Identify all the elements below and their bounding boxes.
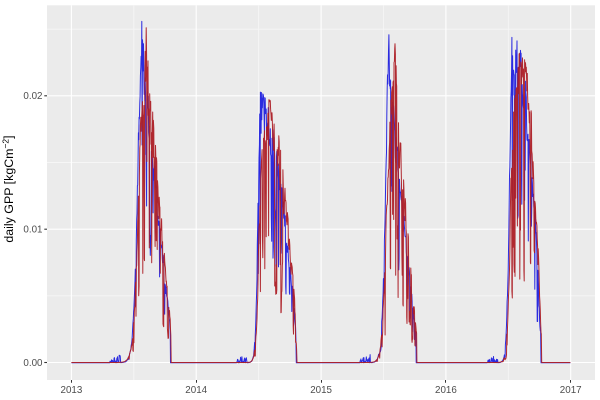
svg-text:0.01: 0.01: [23, 225, 42, 236]
svg-text:2013: 2013: [61, 385, 83, 396]
svg-text:2014: 2014: [185, 385, 207, 396]
svg-text:2016: 2016: [435, 385, 457, 396]
svg-text:0.02: 0.02: [23, 91, 42, 102]
svg-text:daily GPP [kgCm−2]: daily GPP [kgCm−2]: [1, 135, 17, 242]
svg-text:0.00: 0.00: [23, 358, 43, 369]
svg-text:2017: 2017: [560, 385, 582, 396]
svg-text:2015: 2015: [310, 385, 332, 396]
